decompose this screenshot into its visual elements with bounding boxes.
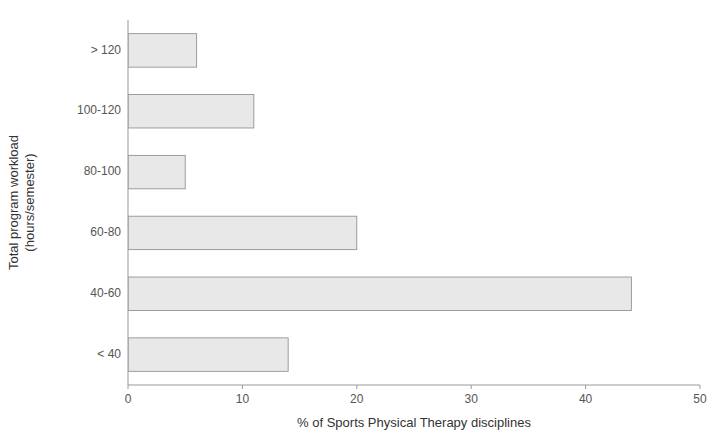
y-axis-label-line: (hours/semester): [22, 153, 37, 251]
x-tick-label: 40: [579, 392, 593, 406]
x-tick-label: 0: [125, 392, 132, 406]
y-tick-label: 80-100: [84, 164, 122, 178]
x-tick-label: 30: [465, 392, 479, 406]
y-tick-label: 60-80: [90, 225, 121, 239]
y-tick-label: 100-120: [77, 103, 121, 117]
bar: [128, 338, 288, 371]
x-axis-line: [128, 385, 700, 386]
bar: [128, 216, 357, 249]
bars: [128, 34, 631, 372]
y-tick-label: < 40: [97, 347, 121, 361]
x-tick: [471, 385, 472, 389]
chart-container: 0 10 20 30 40 50 < 40 40-60 60-80 80-100 100-120 > …: [0, 0, 728, 441]
x-axis-label: % of Sports Physical Therapy disciplines: [297, 415, 531, 430]
x-tick: [128, 385, 129, 389]
y-tick-label: > 120: [91, 43, 122, 57]
y-tick-label: 40-60: [90, 286, 121, 300]
y-axis-label: Total program workload(hours/semester): [6, 135, 37, 270]
bar: [128, 95, 254, 128]
x-tick-label: 20: [350, 392, 364, 406]
x-tick-label: 50: [693, 392, 707, 406]
y-axis-line: [128, 20, 129, 385]
y-axis-label-line: Total program workload: [6, 135, 21, 270]
chart: 0 10 20 30 40 50 < 40 40-60 60-80 80-100 100-120 > …: [0, 0, 728, 441]
x-tick: [585, 385, 586, 389]
x-tick: [700, 385, 701, 389]
bar: [128, 155, 185, 188]
bar: [128, 277, 631, 310]
x-tick: [356, 385, 357, 389]
x-tick-label: 10: [236, 392, 250, 406]
x-tick: [242, 385, 243, 389]
bar: [128, 34, 197, 67]
